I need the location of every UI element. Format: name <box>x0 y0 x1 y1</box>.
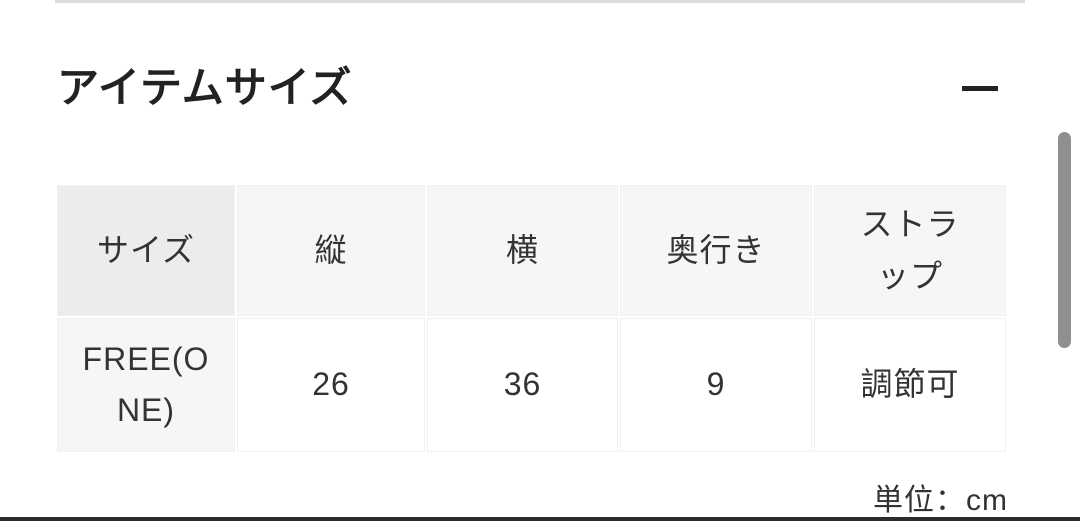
header-cell-size: サイズ <box>57 185 235 316</box>
scrollbar-thumb[interactable] <box>1058 132 1071 348</box>
minus-icon <box>962 85 998 91</box>
cell-size-name: FREE(ONE) <box>57 318 235 452</box>
cell-height-value: 26 <box>237 318 425 452</box>
header-cell-height: 縦 <box>237 185 425 316</box>
collapse-toggle-button[interactable] <box>962 66 998 110</box>
cell-width-value: 36 <box>427 318 618 452</box>
header-cell-width: 横 <box>427 185 618 316</box>
section-title: アイテムサイズ <box>57 64 353 111</box>
header-cell-strap: ストラップ <box>814 185 1006 316</box>
unit-note: 単位：cm <box>873 484 1008 517</box>
header-cell-depth: 奥行き <box>620 185 812 316</box>
section-top-divider <box>55 0 1025 3</box>
cell-depth-value: 9 <box>620 318 812 452</box>
size-table-data-row: FREE(ONE) 26 36 9 調節可 <box>57 318 1006 452</box>
section-header: アイテムサイズ <box>57 58 1008 118</box>
bottom-divider <box>0 517 1080 521</box>
cell-strap-value: 調節可 <box>814 318 1006 452</box>
item-size-table: サイズ 縦 横 奥行き ストラップ FREE(ONE) 26 36 9 調節可 <box>55 183 1008 454</box>
size-table-header-row: サイズ 縦 横 奥行き ストラップ <box>57 185 1006 316</box>
